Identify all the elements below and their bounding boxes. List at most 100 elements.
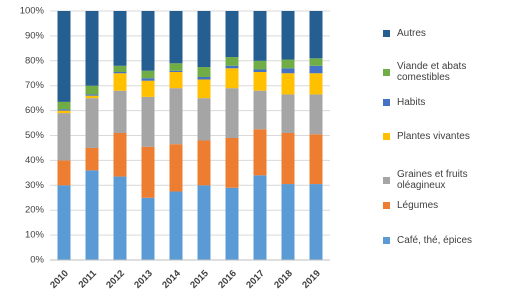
bar-segment: [197, 76, 211, 80]
bar-segment: [253, 129, 267, 176]
bar-segment: [197, 79, 211, 99]
bar-segment: [169, 191, 183, 260]
bar-segment: [197, 11, 211, 68]
bar-segment: [253, 90, 267, 130]
legend-item: Habits: [383, 90, 523, 114]
legend-item: Autres: [383, 21, 523, 45]
bar-segment: [57, 110, 71, 114]
legend-swatch: [383, 201, 390, 209]
bar-segment: [281, 11, 295, 60]
bar-segment: [141, 96, 155, 147]
x-tick-label: 2011: [77, 268, 100, 291]
legend-label: Viande et abats comestibles: [397, 61, 467, 83]
bar-segment: [281, 73, 295, 95]
y-tick-label: 10%: [25, 230, 45, 241]
bar-segment: [309, 94, 323, 135]
y-tick-label: 30%: [25, 180, 45, 191]
bar-segment: [113, 90, 127, 134]
bar-segment: [141, 80, 155, 97]
bar-segment: [169, 144, 183, 192]
bar-segment: [309, 184, 323, 260]
bar-segment: [253, 72, 267, 91]
legend-item: Viande et abats comestibles: [383, 60, 523, 84]
bar-segment: [85, 95, 99, 99]
bar-segment: [169, 11, 183, 64]
legend-swatch: [383, 132, 390, 140]
legend-item: Graines et fruits oléagineux: [383, 168, 523, 192]
legend-label: Café, thé, épices: [397, 234, 473, 246]
legend-item: Café, thé, épices: [383, 228, 523, 252]
bar-segment: [253, 175, 267, 260]
bar-segment: [253, 69, 267, 73]
legend-item: Légumes: [383, 193, 523, 217]
bar-segment: [281, 94, 295, 134]
bar-segment: [225, 65, 239, 69]
bar-segment: [169, 72, 183, 89]
bar-segment: [281, 59, 295, 69]
bar-segment: [141, 197, 155, 260]
bar-segment: [113, 11, 127, 66]
bar-segment: [113, 72, 127, 74]
bar-segment: [309, 134, 323, 185]
y-tick-label: 50%: [25, 130, 45, 141]
x-tick-label: 2018: [272, 268, 295, 291]
bar-segment: [169, 88, 183, 145]
bar-segment: [225, 57, 239, 66]
y-tick-label: 100%: [20, 6, 45, 17]
y-tick-label: 80%: [25, 55, 45, 66]
bar-segment: [113, 133, 127, 177]
legend-swatch: [383, 29, 390, 37]
bar-segment: [85, 94, 99, 96]
bar-segment: [85, 170, 99, 260]
y-tick-label: 70%: [25, 80, 45, 91]
legend-swatch: [383, 68, 390, 76]
bar-segment: [253, 11, 267, 61]
x-tick-label: 2019: [300, 268, 323, 291]
bar-segment: [141, 78, 155, 81]
bar-segment: [85, 85, 99, 95]
bar-segment: [57, 109, 71, 111]
x-tick-label: 2013: [132, 268, 155, 291]
y-tick-label: 20%: [25, 205, 45, 216]
y-tick-label: 60%: [25, 105, 45, 116]
bar-segment: [225, 187, 239, 260]
legend-swatch: [383, 98, 390, 106]
legend-label: Légumes: [397, 199, 439, 211]
x-tick-label: 2014: [160, 268, 183, 291]
legend-label: Habits: [397, 96, 426, 108]
bar-segment: [113, 73, 127, 91]
bar-segment: [197, 140, 211, 186]
bar-segment: [281, 184, 295, 260]
bar-segment: [85, 98, 99, 148]
bar-segment: [281, 68, 295, 74]
legend-label: Autres: [397, 27, 426, 39]
bar-segment: [281, 133, 295, 185]
y-tick-label: 40%: [25, 155, 45, 166]
y-tick-label: 90%: [25, 30, 45, 41]
bar-segment: [169, 63, 183, 71]
legend-label: Graines et fruits oléagineux: [397, 169, 468, 191]
bar-segment: [57, 11, 71, 102]
bar-segment: [141, 70, 155, 79]
bar-segment: [85, 11, 99, 86]
bar-segment: [225, 137, 239, 188]
bar-segment: [141, 146, 155, 198]
legend-item: Plantes vivantes: [383, 124, 523, 148]
legend-swatch: [383, 176, 390, 184]
x-tick-label: 2012: [104, 268, 127, 291]
bar-segment: [253, 60, 267, 70]
bar-segment: [225, 11, 239, 58]
bar-segment: [113, 65, 127, 73]
bar-segment: [57, 101, 71, 110]
bar-segment: [309, 58, 323, 66]
bar-segment: [225, 88, 239, 138]
bar-segment: [197, 67, 211, 77]
bar-segment: [225, 68, 239, 89]
bar-segment: [85, 147, 99, 171]
bar-segment: [309, 11, 323, 59]
legend-swatch: [383, 236, 390, 244]
bar-segment: [57, 113, 71, 161]
bar-segment: [113, 176, 127, 260]
x-tick-label: 2017: [244, 268, 267, 291]
